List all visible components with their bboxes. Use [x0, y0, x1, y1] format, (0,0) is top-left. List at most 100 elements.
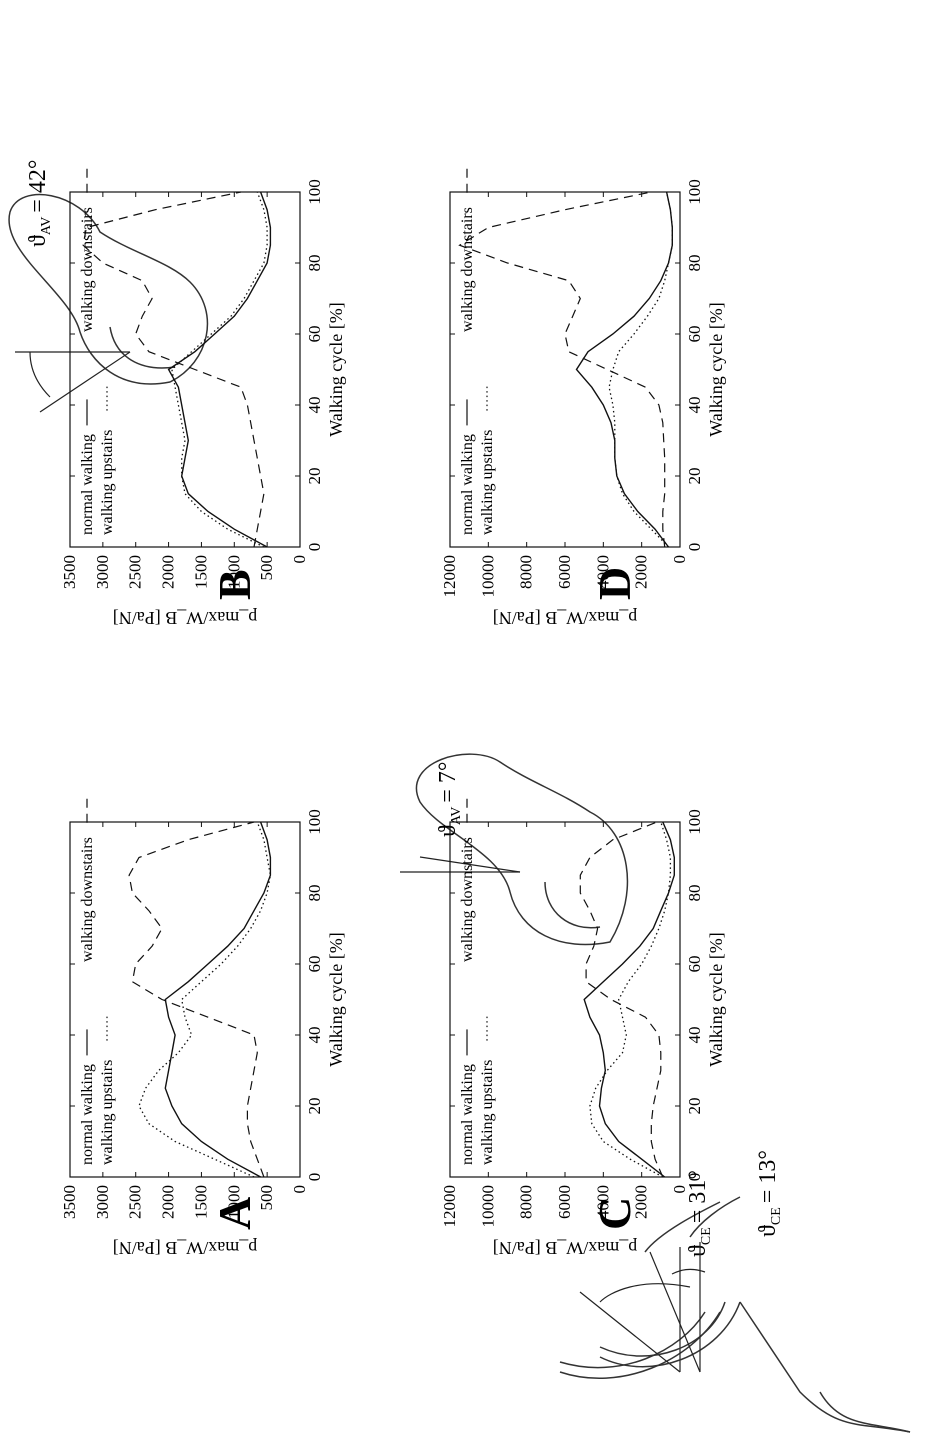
side-figure-1: ϑCE= 31°	[559, 1170, 911, 1433]
acetabulum-inner	[599, 1301, 726, 1357]
y-tick-label: 2000	[159, 555, 178, 589]
x-tick-label: 60	[305, 326, 324, 343]
x-tick-label: 20	[305, 468, 324, 485]
angle-label: ϑAV= 42°	[25, 160, 54, 247]
y-tick-label: 1500	[191, 555, 210, 589]
x-tick-label: 80	[305, 255, 324, 272]
x-tick-label: 60	[685, 956, 704, 973]
legend-label: walking downstairs	[459, 207, 476, 332]
ce-angle-line	[649, 1251, 701, 1373]
femoral-neck-outline	[644, 1201, 721, 1253]
legend-label: walking downstairs	[79, 837, 96, 962]
x-tick-label: 0	[305, 1173, 324, 1182]
plot-frame	[69, 191, 301, 548]
y-tick-label: 12000	[440, 555, 459, 598]
pelvis-outline	[739, 1301, 911, 1433]
y-tick-label: 0	[290, 1185, 309, 1194]
x-tick-label: 100	[685, 809, 704, 835]
y-tick-label: 500	[257, 555, 276, 581]
y-tick-label: 3500	[60, 1185, 79, 1219]
y-tick-label: 2000	[159, 1185, 178, 1219]
x-tick-label: 60	[685, 326, 704, 343]
y-tick-label: 2000	[632, 1185, 651, 1219]
chart-panel-c: 0 20 40 60 80 100 0 2000 4000 6000 8000 10000 12000 W…	[440, 796, 726, 1258]
x-tick-label: 60	[305, 956, 324, 973]
femur-outline	[8, 193, 209, 385]
panel-letter-c: C	[589, 1197, 640, 1230]
legend-label: normal walking	[459, 1064, 476, 1165]
acetabulum-inner	[559, 1311, 706, 1369]
y-tick-label: 1000	[224, 555, 243, 589]
av-angle-line	[419, 856, 521, 873]
angle-label: ϑAV= 7°	[435, 762, 464, 837]
plot-frame	[69, 821, 301, 1178]
x-tick-label: 20	[685, 468, 704, 485]
series-line	[579, 821, 664, 1178]
x-tick-label: 40	[685, 397, 704, 414]
panel-letter-d: D	[589, 567, 640, 600]
angle-arc	[671, 1268, 706, 1275]
legend-label: normal walking	[459, 434, 476, 535]
legend-label: walking upstairs	[479, 1060, 496, 1165]
x-tick-label: 0	[305, 543, 324, 552]
side-figure-2: ϑCE= 13°	[599, 1150, 911, 1433]
femoral-head-outline	[544, 881, 601, 929]
series-line	[575, 191, 673, 548]
y-tick-label: 0	[670, 1185, 689, 1194]
x-tick-label: 40	[305, 397, 324, 414]
y-tick-label: 4000	[593, 1185, 612, 1219]
x-tick-label: 80	[305, 885, 324, 902]
y-tick-label: 2000	[632, 555, 651, 589]
series-line	[589, 821, 672, 1178]
series-line	[82, 191, 265, 548]
y-tick-label: 3500	[60, 555, 79, 589]
panel-letter-a: A	[209, 1197, 260, 1230]
legend-label: walking upstairs	[479, 430, 496, 535]
x-axis-label: Walking cycle [%]	[706, 932, 726, 1067]
av-angle-line	[39, 351, 131, 413]
y-tick-label: 2500	[126, 555, 145, 589]
x-axis-label: Walking cycle [%]	[326, 302, 346, 437]
angle-label: ϑCE= 13°	[755, 1150, 784, 1237]
femur-inset-a: ϑAV= 7°	[400, 753, 629, 946]
x-tick-label: 0	[685, 1173, 704, 1182]
series-line	[608, 191, 673, 548]
series-line	[128, 821, 265, 1178]
y-axis-label: p_max/W_B [Pa/N]	[113, 1238, 257, 1258]
chart-panel-a: 0204060801000500100015002000250030003500…	[60, 796, 346, 1258]
x-tick-label: 80	[685, 885, 704, 902]
y-tick-label: 1500	[191, 1185, 210, 1219]
legend-label: normal walking	[79, 1064, 96, 1165]
series-line	[171, 191, 268, 548]
y-tick-label: 2500	[126, 1185, 145, 1219]
angle-arc	[29, 351, 51, 398]
series-line	[167, 191, 272, 548]
y-axis-label: p_max/W_B [Pa/N]	[493, 1238, 637, 1258]
acetabulum-outline	[559, 1311, 721, 1379]
legend-label: walking downstairs	[459, 837, 476, 962]
series-line	[583, 821, 675, 1178]
chart-panel-d: 0 20 40 60 80 100 0 2000 4000 6000 8000 10000 12000 W…	[440, 166, 726, 628]
y-tick-label: 6000	[555, 1185, 574, 1219]
x-tick-label: 40	[685, 1027, 704, 1044]
x-tick-label: 20	[685, 1098, 704, 1115]
panel-letter-b: B	[209, 569, 260, 600]
y-tick-label: 500	[257, 1185, 276, 1211]
y-tick-label: 6000	[555, 555, 574, 589]
ce-angle-line	[579, 1291, 681, 1373]
y-axis-label: p_max/W_B [Pa/N]	[113, 608, 257, 628]
y-tick-label: 0	[290, 555, 309, 564]
x-tick-label: 40	[305, 1027, 324, 1044]
y-tick-label: 8000	[517, 555, 536, 589]
angle-arc	[599, 1283, 691, 1303]
y-tick-label: 12000	[440, 1185, 459, 1228]
pelvis-outline	[819, 1391, 911, 1433]
series-line	[138, 821, 272, 1178]
chart-panel-b: 0204060801000500100015002000250030003500…	[60, 166, 346, 628]
y-tick-label: 10000	[478, 1185, 497, 1228]
y-tick-label: 3000	[93, 1185, 112, 1219]
x-tick-label: 80	[685, 255, 704, 272]
